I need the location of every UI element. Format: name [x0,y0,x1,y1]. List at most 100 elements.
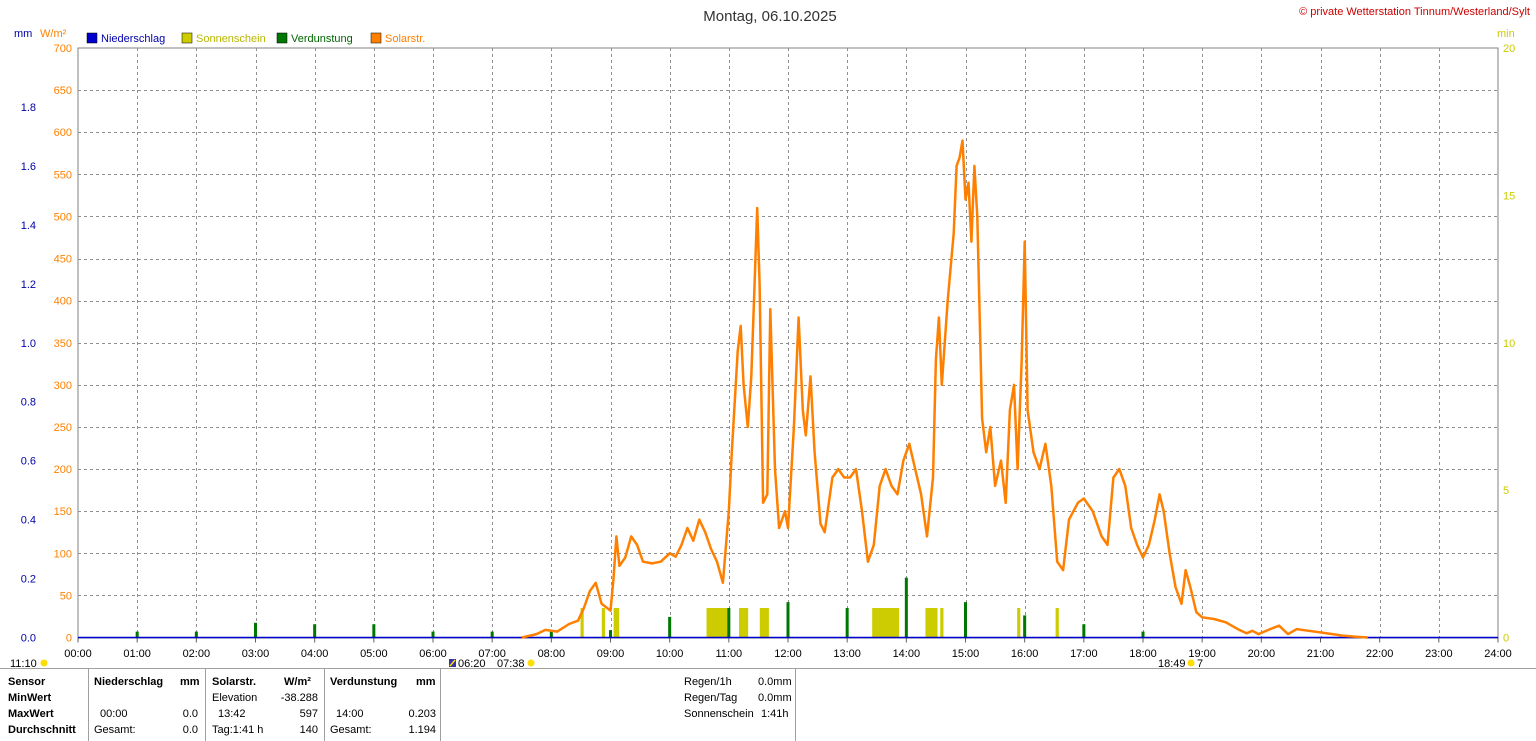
y-axis-wm2: 0 50 100 150 200 250 300 350 400 450 500 550 600 650 7… [54,43,72,645]
y-tick-label-wm2: 400 [54,296,72,308]
solar-min-value: -38.288 [280,692,318,704]
row-label: MinWert [8,692,52,704]
header-wm2: W/m² [284,676,311,688]
solar-max-value: 597 [299,708,318,720]
evaporation-bar [254,622,257,638]
unit-min: min [1497,28,1515,40]
x-axis: 00:00 01:00 02:00 03:00 04:00 05:00 06:00 07:00… [64,637,1512,660]
sunshine-bar [940,608,944,638]
summary-label: Regen/1h [684,676,732,688]
evaporation-bar [490,631,494,638]
sunrise-label: 07:38 [497,658,525,668]
sunshine-bar [1017,608,1021,638]
y-tick-label-wm2: 450 [54,254,72,266]
sunshine-bar [762,608,766,638]
stats-col-divider [440,669,441,741]
y-tick-label-wm2: 100 [54,548,72,560]
time-markers: 11:10 06:20 07:38 18:49 7 [10,658,1203,668]
summary-label: Sonnenschein [684,708,754,720]
y-tick-label-wm2: 200 [54,464,72,476]
grid [78,48,1498,638]
x-tick-label: 09:00 [597,648,625,660]
x-tick-label: 06:00 [419,648,447,660]
x-tick-label: 23:00 [1425,648,1453,660]
x-tick-label: 03:00 [242,648,270,660]
y-axis-min: 0 5 10 15 20 [1503,43,1515,645]
header-solar: Solarstr. [212,676,257,688]
legend-label-solarstr: Solarstr. [385,33,425,45]
sunshine-bar [892,608,897,638]
sunshine-bar [724,608,728,638]
verdunstung-avg-value: 1.194 [408,724,436,736]
y-tick-label-wm2: 500 [54,211,72,223]
left-time-label: 11:10 [10,658,37,668]
solar-series [521,139,1368,639]
copyright-text: © private Wetterstation Tinnum/Westerlan… [1299,6,1530,18]
x-tick-label: 24:00 [1484,648,1512,660]
legend-label-sonnenschein: Sonnenschein [196,33,266,45]
evaporation-bar [786,602,790,638]
solar-avg-label: Tag:1:41 h [212,724,264,736]
unit-mm: mm [14,28,32,40]
solar-max-time: 13:42 [218,708,246,720]
sunshine-bar [744,608,749,638]
stats-col-divider [795,669,796,741]
evaporation-bar [313,624,317,638]
y-tick-label-mm: 0.2 [21,574,36,586]
solar-min-label: Elevation [212,692,258,704]
weather-chart: Montag, 06.10.2025 © private Wetterstati… [10,6,1530,668]
sunshine-bar [601,608,605,638]
y-tick-label-mm: 0.6 [21,456,36,468]
y-tick-label-wm2: 550 [54,169,72,181]
sunshine-bar [715,608,719,638]
evaporation-bar [431,631,435,638]
y-tick-label-wm2: 150 [54,506,72,518]
niederschlag-max-time: 00:00 [100,708,128,720]
evaporation-bar [609,630,612,638]
x-tick-label: 12:00 [774,648,802,660]
row-label: Durchschnitt [8,724,76,736]
verdunstung-max-value: 0.203 [408,708,436,720]
sunshine-bar [1055,608,1059,638]
row-label: MaxWert [8,708,54,720]
x-tick-label: 10:00 [656,648,684,660]
sunshine-bar [934,608,938,638]
moon-icon-accent [449,659,456,667]
y-tick-label-wm2: 650 [54,85,72,97]
y-tick-label-wm2: 250 [54,422,72,434]
evaporation-bar [964,602,967,638]
x-tick-label: 13:00 [833,648,861,660]
evaporation-bar [1023,615,1027,638]
sunshine-bar [759,608,763,638]
summary-value: 1:41h [761,708,789,720]
evaporation-bar [727,608,731,638]
y-tick-label-mm: 1.4 [21,220,36,232]
x-tick-label: 08:00 [538,648,566,660]
sunshine-bar [928,608,932,638]
x-tick-label: 17:00 [1070,648,1098,660]
evaporation-bar [194,631,198,638]
sunset-suffix: 7 [1197,658,1203,668]
legend-swatch-solarstr [370,32,382,44]
header-mm: mm [180,676,200,688]
sunshine-bar [884,608,888,638]
header-sensor: Sensor [8,676,46,688]
y-tick-label-min: 0 [1503,633,1509,645]
y-tick-label-min: 5 [1503,485,1509,497]
sunshine-bar [872,608,876,638]
y-tick-label-min: 20 [1503,43,1515,55]
x-tick-label: 02:00 [183,648,211,660]
sunshine-bar [721,608,725,638]
solar-avg-value: 140 [299,724,318,736]
legend-label-verdunstung: Verdunstung [291,33,353,45]
niederschlag-avg-label: Gesamt: [94,724,136,736]
legend: Niederschlag Sonnenschein Verdunstung So… [86,32,425,45]
x-tick-label: 16:00 [1011,648,1039,660]
x-tick-label: 00:00 [64,648,92,660]
sunset-sun-icon [1187,659,1195,667]
evaporation-bar [135,631,139,638]
header-verdunstung: Verdunstung [330,676,398,688]
evaporation-bar [845,608,849,638]
x-tick-label: 14:00 [893,648,921,660]
solar-line [521,139,1368,639]
